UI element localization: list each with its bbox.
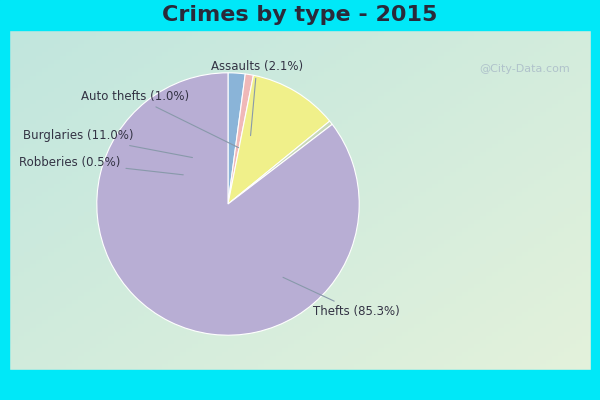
Text: Burglaries (11.0%): Burglaries (11.0%) (23, 129, 193, 158)
Text: Robberies (0.5%): Robberies (0.5%) (19, 156, 183, 175)
Bar (0, 0, 9, 400)
Bar (0, 0, 600, 30)
Text: @City-Data.com: @City-Data.com (479, 64, 570, 74)
Text: Auto thefts (1.0%): Auto thefts (1.0%) (80, 90, 239, 148)
Wedge shape (228, 73, 245, 204)
Text: Assaults (2.1%): Assaults (2.1%) (211, 60, 303, 136)
Bar (0, 370, 600, 400)
Text: Thefts (85.3%): Thefts (85.3%) (283, 277, 400, 318)
Wedge shape (228, 121, 332, 204)
Text: Crimes by type - 2015: Crimes by type - 2015 (163, 5, 437, 25)
Wedge shape (97, 73, 359, 335)
Wedge shape (228, 75, 329, 204)
Wedge shape (228, 74, 253, 204)
Bar (591, 0, 600, 400)
